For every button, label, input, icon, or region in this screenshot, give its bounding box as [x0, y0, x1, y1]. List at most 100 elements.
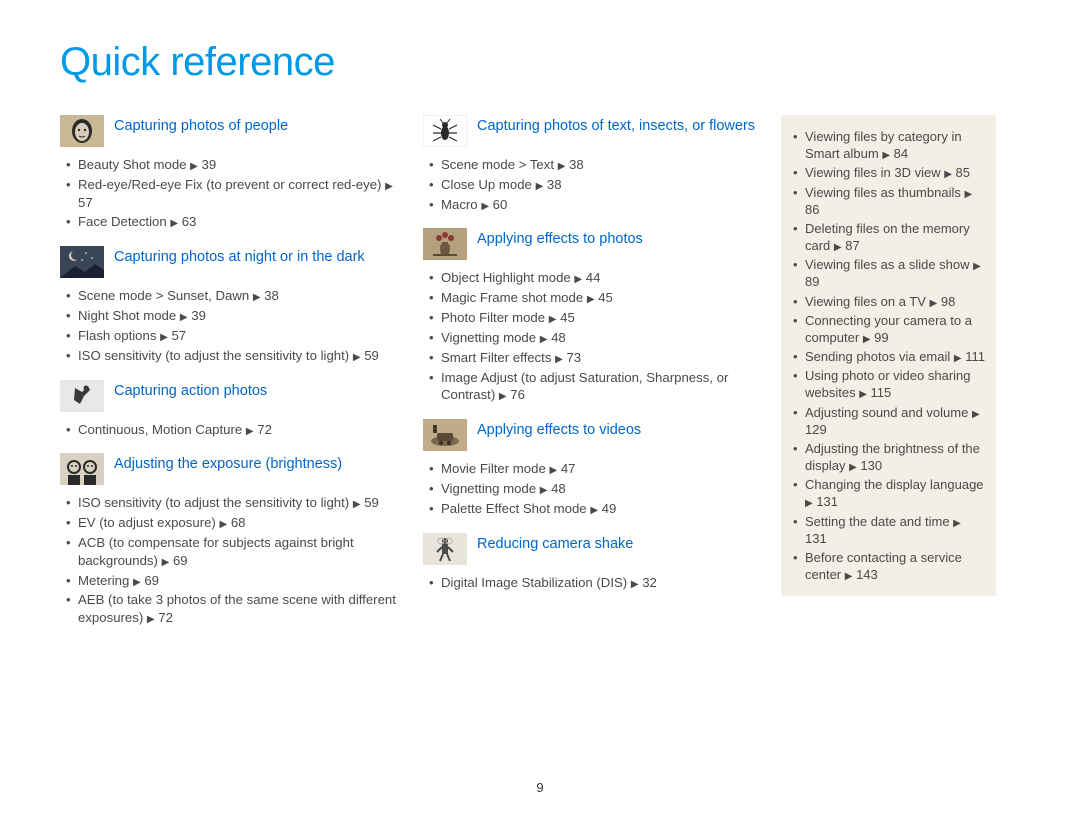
list-item[interactable]: Palette Effect Shot mode ▶ 49 [429, 499, 763, 519]
list-item[interactable]: Vignetting mode ▶ 48 [429, 328, 763, 348]
list-item[interactable]: ACB (to compensate for subjects against … [66, 533, 405, 571]
item-page: 57 [78, 195, 93, 210]
arrow-icon: ▶ [631, 578, 639, 592]
list-item[interactable]: Magic Frame shot mode ▶ 45 [429, 288, 763, 308]
list-item[interactable]: Viewing files on a TV ▶ 98 [793, 292, 986, 311]
list-item[interactable]: Close Up mode ▶ 38 [429, 175, 763, 195]
list-item[interactable]: Changing the display language ▶ 131 [793, 475, 986, 511]
list-item[interactable]: Viewing files in 3D view ▶ 85 [793, 163, 986, 182]
section-title: Reducing camera shake [477, 533, 633, 554]
item-text: Setting the date and time [805, 514, 953, 529]
item-page: 38 [543, 177, 561, 192]
item-page: 72 [155, 610, 173, 625]
list-item[interactable]: Image Adjust (to adjust Saturation, Shar… [429, 368, 763, 406]
item-page: 86 [805, 202, 819, 217]
arrow-icon: ▶ [590, 504, 598, 518]
list-item[interactable]: Using photo or video sharing websites ▶ … [793, 366, 986, 402]
item-text: Movie Filter mode [441, 461, 549, 476]
item-text: Macro [441, 197, 481, 212]
item-page: 111 [962, 349, 985, 364]
arrow-icon: ▶ [555, 353, 563, 367]
list-item[interactable]: Vignetting mode ▶ 48 [429, 479, 763, 499]
list-item[interactable]: Scene mode > Text ▶ 38 [429, 155, 763, 175]
shake-icon [423, 533, 467, 565]
item-page: 48 [547, 330, 565, 345]
item-list: Movie Filter mode ▶ 47Vignetting mode ▶ … [423, 459, 763, 518]
list-item[interactable]: Night Shot mode ▶ 39 [66, 306, 405, 326]
item-text: Metering [78, 573, 133, 588]
item-text: ACB (to compensate for subjects against … [78, 535, 354, 568]
arrow-icon: ▶ [954, 352, 962, 365]
arrow-icon: ▶ [863, 333, 871, 346]
item-page: 85 [952, 165, 970, 180]
list-item[interactable]: Viewing files as thumbnails ▶ 86 [793, 183, 986, 219]
item-list: Scene mode > Sunset, Dawn ▶ 38Night Shot… [60, 286, 405, 365]
arrow-icon: ▶ [147, 613, 155, 627]
list-item[interactable]: ISO sensitivity (to adjust the sensitivi… [66, 493, 405, 513]
content-columns: Capturing photos of people Beauty Shot m… [60, 115, 1025, 642]
item-list: Digital Image Stabilization (DIS) ▶ 32 [423, 573, 763, 593]
list-item[interactable]: Connecting your camera to a computer ▶ 9… [793, 311, 986, 347]
item-list: Object Highlight mode ▶ 44Magic Frame sh… [423, 268, 763, 405]
list-item[interactable]: Movie Filter mode ▶ 47 [429, 459, 763, 479]
list-item[interactable]: AEB (to take 3 photos of the same scene … [66, 590, 405, 628]
list-item[interactable]: EV (to adjust exposure) ▶ 68 [66, 513, 405, 533]
section-header: Capturing photos of text, insects, or fl… [423, 115, 763, 147]
list-item[interactable]: Object Highlight mode ▶ 44 [429, 268, 763, 288]
item-text: ISO sensitivity (to adjust the sensitivi… [78, 495, 353, 510]
list-item[interactable]: Photo Filter mode ▶ 45 [429, 308, 763, 328]
item-page: 59 [361, 348, 379, 363]
list-item[interactable]: Deleting files on the memory card ▶ 87 [793, 219, 986, 255]
arrow-icon: ▶ [964, 188, 972, 201]
list-item[interactable]: ISO sensitivity (to adjust the sensitivi… [66, 346, 405, 366]
list-item[interactable]: Smart Filter effects ▶ 73 [429, 348, 763, 368]
arrow-icon: ▶ [953, 517, 961, 530]
item-page: 63 [178, 214, 196, 229]
list-item[interactable]: Viewing files by category in Smart album… [793, 127, 986, 163]
list-item[interactable]: Macro ▶ 60 [429, 195, 763, 215]
list-item[interactable]: Sending photos via email ▶ 111 [793, 347, 986, 366]
list-item[interactable]: Setting the date and time ▶ 131 [793, 512, 986, 548]
section-header: Adjusting the exposure (brightness) [60, 453, 405, 485]
item-text: Viewing files on a TV [805, 294, 930, 309]
list-item[interactable]: Digital Image Stabilization (DIS) ▶ 32 [429, 573, 763, 593]
arrow-icon: ▶ [190, 160, 198, 174]
column-3: Viewing files by category in Smart album… [781, 115, 996, 642]
list-item[interactable]: Adjusting the brightness of the display … [793, 439, 986, 475]
arrow-icon: ▶ [973, 260, 981, 273]
list-item[interactable]: Flash options ▶ 57 [66, 326, 405, 346]
section-title: Applying effects to photos [477, 228, 643, 249]
section-people: Capturing photos of people Beauty Shot m… [60, 115, 405, 232]
list-item[interactable]: Red-eye/Red-eye Fix (to prevent or corre… [66, 175, 405, 213]
arrow-icon: ▶ [353, 498, 361, 512]
section-header: Applying effects to photos [423, 228, 763, 260]
arrow-icon: ▶ [170, 217, 178, 231]
item-text: EV (to adjust exposure) [78, 515, 219, 530]
night-icon [60, 246, 104, 278]
item-text: Night Shot mode [78, 308, 180, 323]
item-page: 60 [489, 197, 507, 212]
item-text: Vignetting mode [441, 481, 540, 496]
section-title: Capturing photos of people [114, 115, 288, 136]
list-item[interactable]: Viewing files as a slide show ▶ 89 [793, 255, 986, 291]
section-exposure: Adjusting the exposure (brightness) ISO … [60, 453, 405, 628]
item-text: Red-eye/Red-eye Fix (to prevent or corre… [78, 177, 385, 192]
item-page: 68 [227, 515, 245, 530]
arrow-icon: ▶ [972, 408, 980, 421]
item-text: Beauty Shot mode [78, 157, 190, 172]
item-text: Object Highlight mode [441, 270, 574, 285]
list-item[interactable]: Scene mode > Sunset, Dawn ▶ 38 [66, 286, 405, 306]
list-item[interactable]: Face Detection ▶ 63 [66, 212, 405, 232]
list-item[interactable]: Beauty Shot mode ▶ 39 [66, 155, 405, 175]
item-page: 73 [563, 350, 581, 365]
list-item[interactable]: Before contacting a service center ▶ 143 [793, 548, 986, 584]
arrow-icon: ▶ [253, 291, 261, 305]
item-text: Continuous, Motion Capture [78, 422, 246, 437]
item-list: Continuous, Motion Capture ▶ 72 [60, 420, 405, 440]
item-page: 39 [198, 157, 216, 172]
list-item[interactable]: Continuous, Motion Capture ▶ 72 [66, 420, 405, 440]
list-item[interactable]: Adjusting sound and volume ▶ 129 [793, 403, 986, 439]
exposure-icon [60, 453, 104, 485]
column-2: Capturing photos of text, insects, or fl… [423, 115, 763, 642]
list-item[interactable]: Metering ▶ 69 [66, 571, 405, 591]
